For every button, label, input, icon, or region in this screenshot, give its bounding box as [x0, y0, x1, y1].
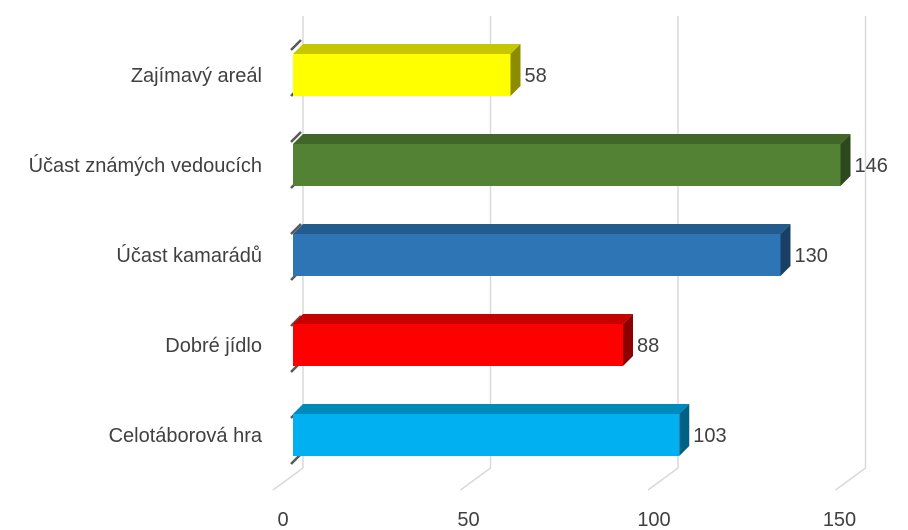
x-tick-label: 0	[277, 509, 288, 530]
bar-side-face	[623, 314, 633, 366]
bar-side-face	[510, 44, 521, 96]
bar-side-face	[840, 134, 851, 186]
bar-1	[293, 134, 851, 186]
bars	[293, 44, 851, 456]
floor-gridline-50	[460, 467, 491, 491]
bar-front-face	[293, 414, 680, 456]
bar-front-face	[293, 324, 623, 366]
bar-2	[293, 224, 791, 276]
bar-top-face	[293, 314, 633, 324]
category-label: Celotáborová hra	[109, 425, 263, 447]
data-label: 130	[795, 245, 828, 267]
bar-front-face	[293, 54, 511, 96]
labels: 0 50 100 150 Zajímavý areál 58 Účast známých v…	[29, 65, 888, 530]
x-tick-label: 50	[457, 509, 479, 530]
data-label: 88	[637, 335, 659, 357]
category-label: Dobré jídlo	[165, 335, 262, 357]
x-tick-label: 100	[637, 509, 670, 530]
bar-side-face	[780, 224, 791, 276]
wall-edge-mark	[290, 223, 302, 235]
floor-gridline-150	[835, 467, 866, 491]
bar-top-face	[293, 224, 791, 234]
bar-top-face	[293, 134, 851, 144]
category-label: Účast kamarádů	[116, 244, 262, 267]
wall-edge-mark	[290, 39, 302, 51]
bar-3	[293, 314, 633, 366]
data-label: 146	[855, 155, 888, 177]
data-label: 103	[693, 425, 726, 447]
wall-edge-mark	[290, 131, 302, 143]
bar-0	[293, 44, 521, 96]
floor-gridline-0	[272, 467, 304, 491]
bar-front-face	[293, 234, 781, 276]
bar-side-face	[679, 404, 690, 456]
bar-4	[293, 404, 690, 456]
bar-top-face	[293, 44, 521, 54]
bar-top-face	[293, 404, 690, 414]
category-label: Zajímavý areál	[131, 65, 262, 87]
floor-gridline-100	[647, 467, 679, 491]
data-label: 58	[525, 65, 547, 87]
bar-front-face	[293, 144, 841, 186]
x-tick-label: 150	[823, 509, 856, 530]
category-label: Účast známých vedoucích	[29, 154, 262, 177]
